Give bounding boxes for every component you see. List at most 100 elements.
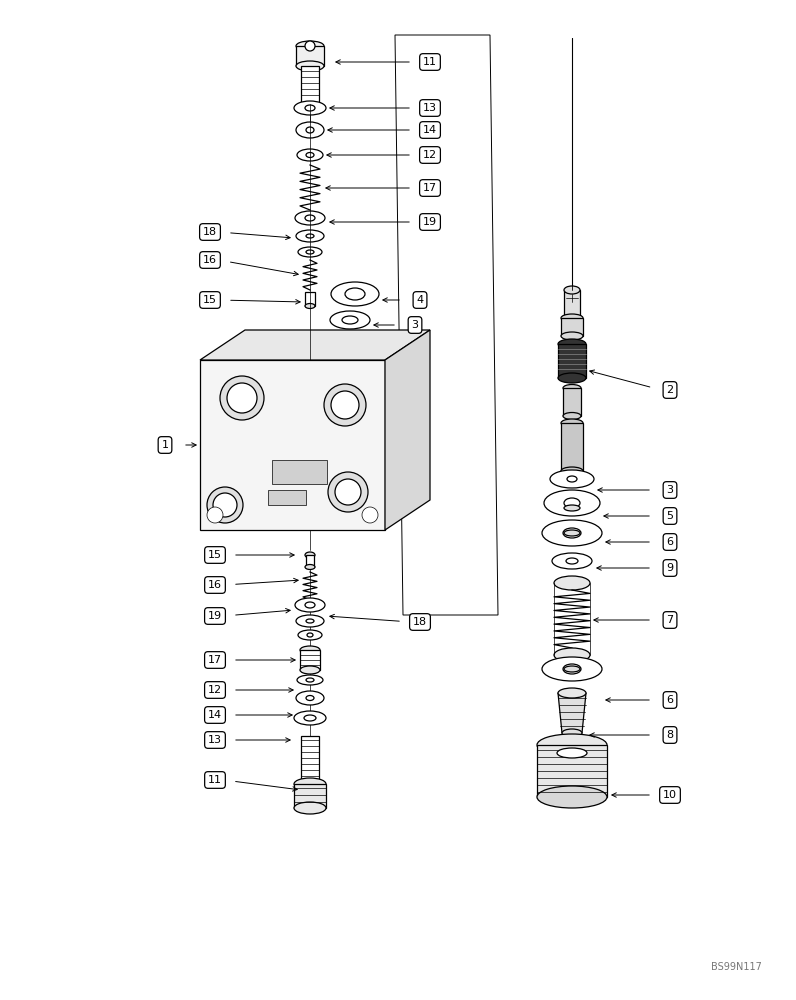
- Ellipse shape: [306, 696, 314, 700]
- Bar: [563, 388, 581, 416]
- Ellipse shape: [296, 615, 324, 627]
- Ellipse shape: [305, 215, 315, 221]
- Circle shape: [207, 487, 243, 523]
- Circle shape: [362, 507, 378, 523]
- Text: 3: 3: [412, 320, 419, 330]
- Ellipse shape: [537, 786, 607, 808]
- Bar: [306, 555, 314, 567]
- Ellipse shape: [554, 648, 590, 662]
- Ellipse shape: [300, 666, 320, 674]
- Bar: [272, 460, 327, 484]
- Ellipse shape: [227, 383, 257, 413]
- Ellipse shape: [537, 734, 607, 756]
- Text: 13: 13: [423, 103, 437, 113]
- Text: 15: 15: [208, 550, 222, 560]
- Ellipse shape: [220, 376, 264, 420]
- Polygon shape: [200, 330, 430, 360]
- Ellipse shape: [306, 250, 314, 254]
- Ellipse shape: [306, 152, 314, 157]
- Ellipse shape: [305, 304, 315, 308]
- Ellipse shape: [564, 498, 580, 508]
- Ellipse shape: [567, 476, 577, 482]
- Ellipse shape: [296, 691, 324, 705]
- Bar: [268, 490, 306, 505]
- Polygon shape: [395, 35, 498, 615]
- Ellipse shape: [295, 211, 325, 225]
- Text: 7: 7: [666, 615, 673, 625]
- Ellipse shape: [305, 564, 315, 570]
- Ellipse shape: [297, 675, 323, 685]
- Bar: [301, 736, 319, 784]
- Text: 15: 15: [203, 295, 217, 305]
- Text: 16: 16: [208, 580, 222, 590]
- Bar: [305, 292, 315, 306]
- Ellipse shape: [298, 247, 322, 257]
- Text: 12: 12: [423, 150, 437, 160]
- Ellipse shape: [564, 505, 580, 511]
- Polygon shape: [385, 330, 430, 530]
- Ellipse shape: [561, 314, 583, 322]
- Text: 8: 8: [666, 730, 673, 740]
- Ellipse shape: [557, 748, 587, 758]
- Ellipse shape: [562, 729, 582, 737]
- Ellipse shape: [304, 715, 316, 721]
- Ellipse shape: [307, 633, 313, 637]
- Text: 11: 11: [208, 775, 222, 785]
- Ellipse shape: [331, 282, 379, 306]
- Ellipse shape: [564, 666, 580, 672]
- Ellipse shape: [563, 664, 581, 674]
- Text: 9: 9: [666, 563, 673, 573]
- Circle shape: [207, 507, 223, 523]
- Ellipse shape: [306, 619, 314, 623]
- Text: 11: 11: [423, 57, 437, 67]
- Circle shape: [305, 41, 315, 51]
- Ellipse shape: [296, 230, 324, 242]
- Text: BS99N117: BS99N117: [711, 962, 762, 972]
- Ellipse shape: [305, 552, 315, 558]
- Bar: [558, 344, 586, 378]
- Ellipse shape: [552, 553, 592, 569]
- Ellipse shape: [558, 373, 586, 383]
- Ellipse shape: [300, 646, 320, 654]
- Text: 10: 10: [663, 790, 677, 800]
- Text: 14: 14: [208, 710, 222, 720]
- Ellipse shape: [342, 316, 358, 324]
- Ellipse shape: [296, 41, 324, 51]
- Ellipse shape: [564, 530, 580, 536]
- Ellipse shape: [563, 384, 581, 391]
- Ellipse shape: [306, 127, 314, 133]
- Ellipse shape: [554, 576, 590, 590]
- Ellipse shape: [544, 490, 600, 516]
- Ellipse shape: [330, 311, 370, 329]
- Bar: [294, 784, 326, 808]
- Ellipse shape: [305, 602, 315, 608]
- Ellipse shape: [294, 778, 326, 790]
- Text: 14: 14: [423, 125, 437, 135]
- Text: 6: 6: [666, 695, 673, 705]
- Text: 6: 6: [666, 537, 673, 547]
- Ellipse shape: [564, 286, 580, 294]
- Bar: [301, 66, 319, 104]
- Ellipse shape: [550, 470, 594, 488]
- Text: 17: 17: [208, 655, 222, 665]
- Text: 17: 17: [423, 183, 437, 193]
- Bar: [537, 745, 607, 797]
- Text: 2: 2: [666, 385, 673, 395]
- Bar: [296, 46, 324, 66]
- Ellipse shape: [542, 520, 602, 546]
- Ellipse shape: [563, 412, 581, 420]
- Text: 12: 12: [208, 685, 222, 695]
- Ellipse shape: [296, 61, 324, 71]
- Ellipse shape: [558, 688, 586, 698]
- Ellipse shape: [305, 105, 315, 111]
- Ellipse shape: [328, 472, 368, 512]
- Text: 1: 1: [162, 440, 169, 450]
- Text: 18: 18: [413, 617, 427, 627]
- Ellipse shape: [563, 528, 581, 538]
- Ellipse shape: [558, 339, 586, 349]
- Ellipse shape: [295, 598, 325, 612]
- Ellipse shape: [335, 479, 361, 505]
- Ellipse shape: [296, 122, 324, 138]
- Ellipse shape: [345, 288, 365, 300]
- Bar: [300, 650, 320, 670]
